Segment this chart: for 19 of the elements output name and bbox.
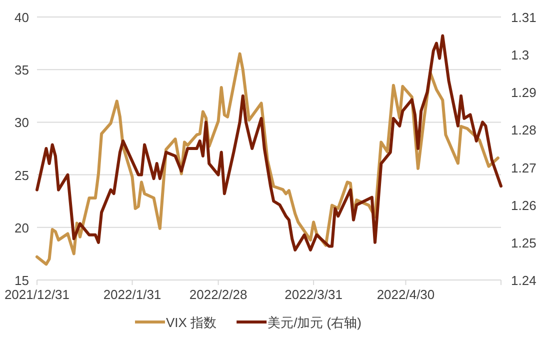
ytick: 30 (14, 115, 29, 130)
xtick: 2021/12/31 (4, 287, 70, 302)
y2tick: 1.27 (511, 160, 536, 176)
ytick: 25 (14, 168, 29, 183)
y2tick: 1.24 (511, 273, 536, 288)
ytick: 20 (14, 220, 29, 236)
xtick: 2022/2/28 (189, 287, 248, 302)
y2tick: 1.25 (511, 235, 536, 250)
xtick: 2022/4/30 (376, 287, 435, 302)
y2tick: 1.26 (511, 198, 536, 213)
ytick: 35 (14, 62, 29, 78)
xtick: 2022/1/31 (103, 287, 162, 302)
y2tick: 1.3 (511, 48, 530, 63)
xtick: 2022/3/31 (284, 287, 342, 302)
ytick: 15 (14, 273, 29, 288)
y2tick: 1.29 (511, 85, 536, 100)
ytick: 40 (14, 10, 29, 25)
y2tick: 1.28 (511, 122, 536, 138)
y2tick: 1.31 (511, 10, 536, 25)
